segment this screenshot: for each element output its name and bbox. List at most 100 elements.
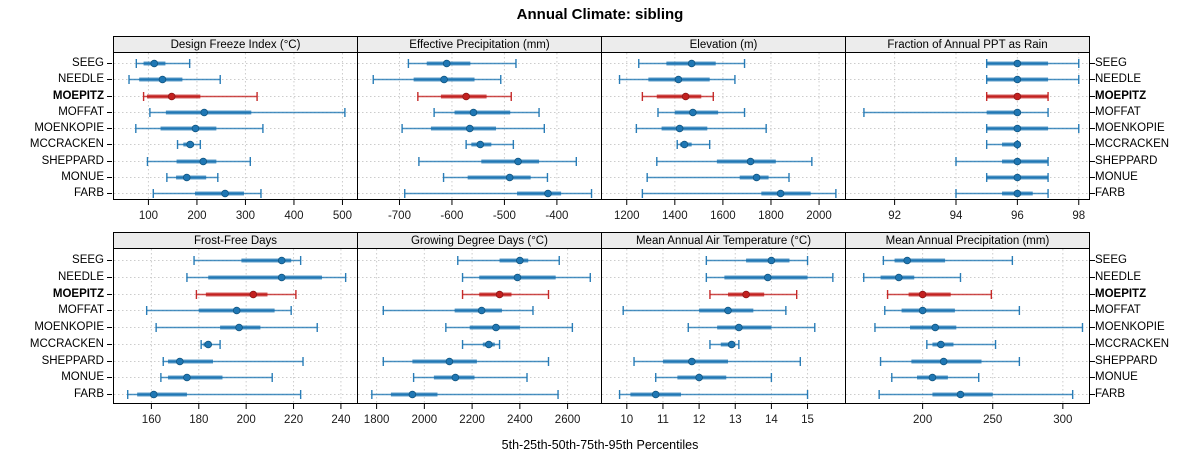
median-dot-mccracken <box>186 140 194 149</box>
panel-header-effective-precipitation-mm-: Effective Precipitation (mm) <box>357 36 602 53</box>
x-axis-tick-label: 160 <box>142 414 161 426</box>
interval-row-moepitz <box>461 290 550 299</box>
median-dot-needle <box>158 75 167 84</box>
interval-row-mccracken <box>709 340 740 349</box>
x-axis-tick-label: 220 <box>284 414 303 426</box>
median-dot-moenkopie <box>931 323 940 332</box>
median-dot-moepitz <box>742 290 750 299</box>
interval-row-mccracken <box>926 340 997 349</box>
interval-row-seeg <box>457 256 560 265</box>
median-dot-farb <box>544 189 552 198</box>
station-label-left-moepitz: MOEPITZ <box>52 288 104 300</box>
x-axis-tick-label: 180 <box>189 414 208 426</box>
station-label-left-seeg: SEEG <box>72 57 104 69</box>
interval-row-sheppard <box>955 157 1049 166</box>
median-dot-farb <box>149 390 158 399</box>
median-dot-mccracken <box>204 340 213 349</box>
median-dot-seeg <box>277 256 286 265</box>
median-dot-needle <box>674 75 683 84</box>
median-dot-needle <box>894 273 903 282</box>
interval-row-moepitz <box>641 92 714 101</box>
median-dot-needle <box>513 273 522 282</box>
panel-header-design-freeze-index-c-: Design Freeze Index (°C) <box>113 36 358 53</box>
y-ticks-right <box>1090 63 1095 194</box>
x-axis-tick-label: 13 <box>729 414 742 426</box>
median-dot-seeg <box>150 59 159 68</box>
station-label-right-seeg: SEEG <box>1095 254 1127 266</box>
median-dot-moenkopie <box>235 323 243 332</box>
median-dot-seeg <box>516 256 524 265</box>
median-dot-farb <box>1013 189 1022 198</box>
median-dot-monue <box>695 373 703 382</box>
median-dot-mccracken <box>727 340 736 349</box>
median-dot-moffat <box>200 108 209 117</box>
station-label-left-moenkopie: MOENKOPIE <box>34 122 104 134</box>
median-dot-monue <box>928 373 937 382</box>
median-dot-seeg <box>687 59 696 68</box>
median-dot-farb <box>408 390 417 399</box>
median-dot-monue <box>505 173 514 182</box>
median-dot-monue <box>183 373 191 382</box>
station-label-left-mccracken: MCCRACKEN <box>29 138 104 150</box>
interval-row-mccracken <box>676 140 711 149</box>
x-axis-frost-free-days: 160 180 200 220 240 <box>142 404 351 426</box>
station-label-left-monue: MONUE <box>61 171 104 183</box>
interval-row-moenkopie <box>445 323 574 332</box>
interval-row-seeg <box>985 59 1080 68</box>
interval-row-seeg <box>193 256 302 265</box>
x-axis-tick-label: 250 <box>983 414 1002 426</box>
x-axis-tick-label: 96 <box>1011 210 1024 222</box>
interval-row-moepitz <box>985 92 1049 101</box>
median-dot-moepitz <box>167 92 176 101</box>
interval-row-needle <box>618 75 736 84</box>
station-label-left-farb: FARB <box>73 187 104 199</box>
interval-row-farb <box>618 390 809 399</box>
station-label-right-farb: FARB <box>1095 187 1126 199</box>
interval-row-mccracken <box>176 140 202 149</box>
station-label-right-moepitz: MOEPITZ <box>1095 90 1147 102</box>
median-dot-seeg <box>903 256 912 265</box>
interval-row-needle <box>372 75 502 84</box>
median-dot-moenkopie <box>191 124 200 133</box>
median-dot-monue <box>752 173 761 182</box>
x-axis-tick-label: -700 <box>388 210 411 222</box>
station-label-right-monue: MONUE <box>1095 171 1138 183</box>
y-ticks-left <box>107 63 112 194</box>
x-axis-tick-label: 300 <box>236 210 255 222</box>
interval-row-farb <box>641 189 837 198</box>
interval-row-seeg <box>638 59 746 68</box>
median-dot-mccracken <box>937 340 945 349</box>
interval-row-needle <box>461 273 591 282</box>
station-label-left-farb: FARB <box>73 388 104 400</box>
x-axis-effective-precipitation-mm-: -700 -600 -500 -400 <box>388 200 568 222</box>
median-dot-moenkopie <box>735 323 743 332</box>
x-axis-tick-label: 2000 <box>412 414 438 426</box>
x-axis-tick-label: 300 <box>1053 414 1072 426</box>
interval-row-moffat <box>149 108 346 117</box>
interval-row-farb <box>152 189 262 198</box>
interval-row-mccracken <box>461 340 501 349</box>
interval-row-moenkopie <box>985 124 1080 133</box>
median-dot-sheppard <box>1013 157 1022 166</box>
interval-row-moffat <box>433 108 540 117</box>
interval-row-moffat <box>863 108 1049 117</box>
x-axis-tick-label: 92 <box>888 210 901 222</box>
station-label-left-sheppard: SHEPPARD <box>41 355 104 367</box>
median-dot-needle <box>277 273 286 282</box>
station-label-left-mccracken: MCCRACKEN <box>29 338 104 350</box>
x-axis-tick-label: 1400 <box>662 210 688 222</box>
median-dot-monue <box>182 173 191 182</box>
panel-plot-mean-annual-air-temperature-c- <box>601 248 846 404</box>
station-label-left-moffat: MOFFAT <box>58 106 104 118</box>
x-axis-tick-label: 200 <box>187 210 206 222</box>
x-axis-tick-label: 10 <box>620 414 633 426</box>
interval-row-moepitz <box>195 290 297 299</box>
median-dot-sheppard <box>199 157 208 166</box>
x-axis-tick-label: -400 <box>545 210 568 222</box>
interval-row-seeg <box>705 256 809 265</box>
interval-row-monue <box>442 173 549 182</box>
station-label-right-moffat: MOFFAT <box>1095 304 1141 316</box>
interval-row-moffat <box>382 306 534 315</box>
median-dot-sheppard <box>746 157 755 166</box>
